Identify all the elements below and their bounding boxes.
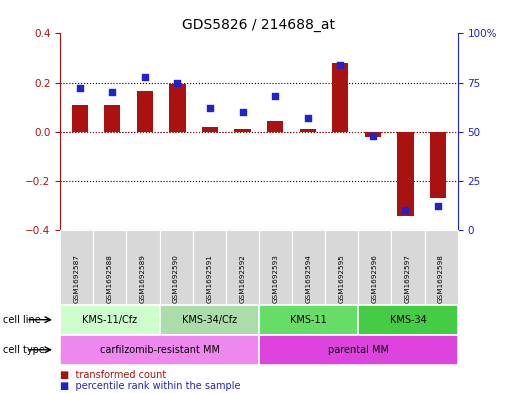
Point (434, 203, 442, 209)
Bar (169, 84, 186, 132)
Bar (104, 105, 120, 132)
Text: cell line: cell line (3, 315, 40, 325)
Text: KMS-34: KMS-34 (390, 315, 426, 325)
Text: GSM1692588: GSM1692588 (107, 254, 113, 303)
Point (336, 62, 345, 68)
Bar (267, 121, 283, 132)
Point (206, 105, 214, 111)
Point (75, 85, 84, 92)
Bar (202, 127, 218, 132)
Text: GSM1692595: GSM1692595 (339, 254, 345, 303)
Text: KMS-11: KMS-11 (290, 315, 327, 325)
Text: GSM1692598: GSM1692598 (438, 254, 444, 303)
Text: cell type: cell type (3, 345, 44, 355)
Text: GSM1692590: GSM1692590 (173, 254, 179, 303)
Text: KMS-34/Cfz: KMS-34/Cfz (181, 315, 237, 325)
Bar (365, 132, 381, 136)
Text: KMS-11/Cfz: KMS-11/Cfz (82, 315, 138, 325)
Text: ■  transformed count: ■ transformed count (60, 370, 166, 380)
Bar (430, 132, 446, 198)
Point (141, 73, 149, 80)
Bar (72, 105, 88, 132)
Text: GSM1692589: GSM1692589 (140, 254, 146, 303)
Text: GSM1692597: GSM1692597 (405, 254, 411, 303)
Title: GDS5826 / 214688_at: GDS5826 / 214688_at (183, 18, 335, 32)
Point (108, 89, 117, 95)
Point (238, 109, 247, 115)
Point (303, 115, 312, 121)
Bar (137, 91, 153, 132)
Text: GSM1692593: GSM1692593 (272, 254, 278, 303)
Point (401, 207, 410, 213)
Text: GSM1692587: GSM1692587 (74, 254, 79, 303)
Text: parental MM: parental MM (328, 345, 389, 355)
Bar (332, 63, 348, 132)
Text: GSM1692596: GSM1692596 (372, 254, 378, 303)
Bar (234, 129, 251, 132)
Text: GSM1692591: GSM1692591 (206, 254, 212, 303)
Text: GSM1692594: GSM1692594 (305, 254, 312, 303)
Point (271, 93, 279, 99)
Point (369, 132, 377, 139)
Text: ■  percentile rank within the sample: ■ percentile rank within the sample (60, 381, 241, 391)
Point (173, 79, 181, 86)
Bar (397, 132, 414, 217)
Bar (300, 129, 316, 132)
Text: GSM1692592: GSM1692592 (240, 254, 245, 303)
Text: carfilzomib-resistant MM: carfilzomib-resistant MM (99, 345, 220, 355)
